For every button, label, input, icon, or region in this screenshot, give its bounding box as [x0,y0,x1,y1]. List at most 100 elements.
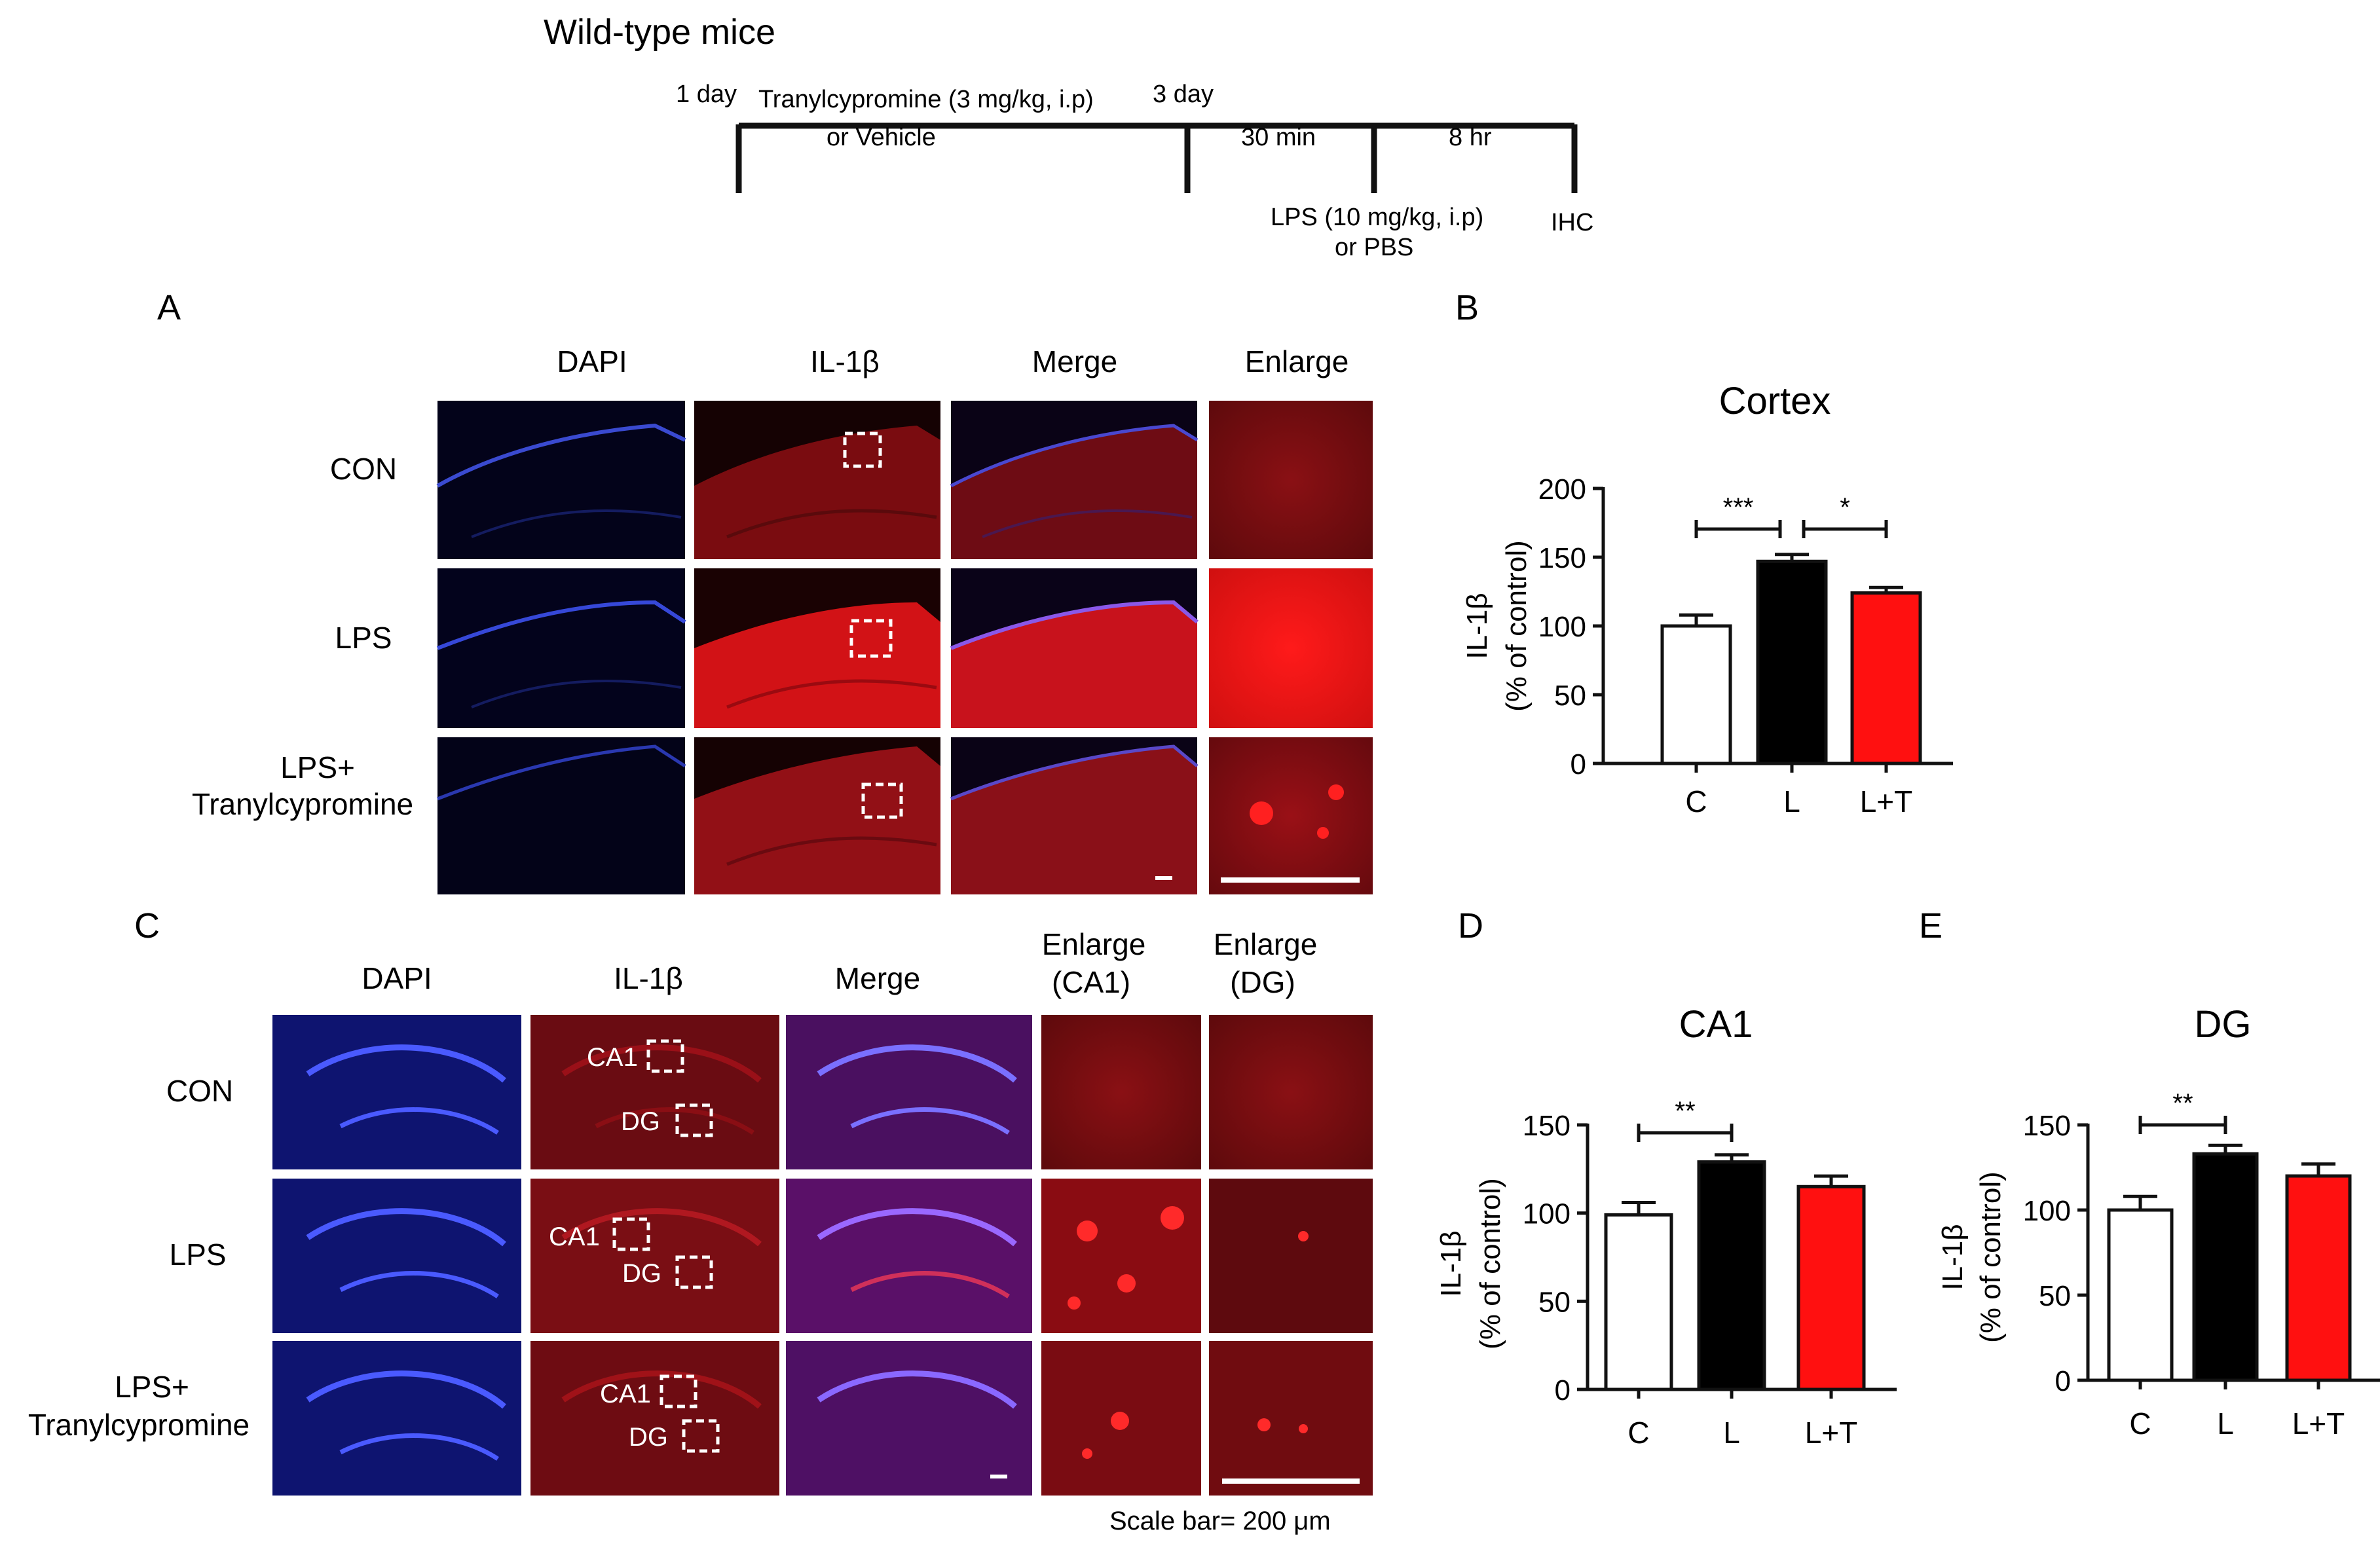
panel-letter: B [1455,288,1479,327]
panel-a-small-scale-bar [1155,876,1172,880]
x-tick-label: C [1627,1416,1649,1450]
x-tick-label: L [2217,1406,2234,1441]
timeline-lps-line2: or PBS [1335,234,1413,261]
panel-a-lpst-il1b [694,737,940,894]
panel-c-con-roi-ca1 [646,1039,684,1073]
panel-c-col-enlarge-dg: Enlarge [1214,927,1318,961]
bar-c [2107,1208,2174,1382]
panel-a-col-enlarge: Enlarge [1245,344,1349,378]
panel-c-lps-enlarge-ca1 [1041,1179,1201,1333]
x-tick-label: C [1685,784,1707,818]
panel-a-col-il1b: IL-1β [810,344,880,378]
panel-a-con-il1b [694,401,940,559]
bar-c [1604,1213,1673,1391]
chart-title: DG [2195,1003,2252,1046]
bar-l [1756,559,1828,765]
panel-letter: E [1919,906,1943,945]
panel-c-lps-dapi [272,1179,521,1333]
chart-cortex: B Cortex IL-1β (% of control) 0 50 100 150 200 C L… [1455,288,1953,818]
timeline-drug-line1: Tranylcypromine (3 mg/kg, i.p) [758,86,1094,113]
bar-l-t [1796,1184,1866,1391]
panel-a: A DAPI IL-1β Merge Enlarge CON LPS LPS+ … [157,288,1373,894]
y-tick-label: 100 [1523,1198,1571,1230]
panel-a-lps-enlarge [1209,568,1373,728]
timeline-day1: 1 day [676,81,737,108]
panel-c-lps-enlarge-dg [1209,1179,1373,1333]
bar-l [1697,1160,1766,1391]
panel-a-lpst-merge [950,737,1199,894]
y-tick-label: 50 [1554,680,1586,712]
panel-c-col-dapi: DAPI [362,961,432,995]
panel-letter: D [1458,906,1483,945]
y-tick-label: 50 [1538,1286,1571,1318]
x-tick-label: L [1783,784,1800,818]
timeline-title: Wild-type mice [544,12,775,52]
panel-c-lps-roi-ca1-label: CA1 [549,1222,600,1251]
panel-a-lps-roi-box [849,619,893,658]
panel-c-lpst-roi-ca1-label: CA1 [600,1380,651,1408]
panel-c-con-dapi [272,1015,521,1169]
bar-l-t [2285,1174,2352,1382]
y-tick-label: 100 [1538,611,1586,643]
bar-c [1660,624,1732,765]
panel-c-con-merge [786,1015,1032,1169]
panel-a-lps-merge [950,568,1199,728]
x-tick-label: L+T [1805,1416,1858,1450]
timeline-drug-line2: or Vehicle [827,124,936,151]
panel-a-scale-bar [1221,877,1360,883]
sig-label: * [1840,493,1850,522]
chart-title: Cortex [1719,380,1831,422]
y-tick-label: 150 [2023,1110,2071,1142]
y-axis-label: IL-1β [1461,593,1493,659]
y-axis-label-sub: (% of control) [1474,1178,1506,1349]
chart-title: CA1 [1679,1003,1753,1046]
chart-ca1: D CA1 IL-1β (% of control) 0 50 100 150 C L L+T ** [1435,906,1897,1450]
panel-c-con-roi-ca1-label: CA1 [587,1043,638,1072]
y-tick-label: 100 [2023,1195,2071,1227]
panel-c-lps-roi-dg [675,1255,713,1289]
timeline: Wild-type mice 1 day Tranylcypromine (3 … [544,12,1593,261]
y-axis-label: IL-1β [1435,1230,1467,1296]
y-axis-label: IL-1β [1937,1224,1969,1290]
timeline-day3: 3 day [1153,81,1214,108]
panel-a-lpst-enlarge [1209,737,1373,894]
panel-c-col-il1b: IL-1β [614,961,683,995]
panel-a-lpst-roi-box [861,782,903,819]
panel-c-con-enlarge-dg [1209,1015,1373,1169]
panel-a-con-enlarge [1209,401,1373,559]
panel-a-con-dapi [436,401,686,559]
sig-label: ** [1675,1097,1695,1126]
y-tick-label: 0 [1571,748,1586,780]
panel-c-lpst-enlarge-ca1 [1041,1341,1201,1496]
y-tick-label: 200 [1538,473,1586,505]
y-tick-label: 0 [1555,1374,1571,1406]
y-axis-label-sub: (% of control) [1975,1171,2007,1343]
panel-a-col-merge: Merge [1032,344,1117,378]
y-tick-label: 150 [1523,1110,1571,1142]
panel-c-scale-bar [1222,1478,1360,1484]
bar-l-t [1850,591,1922,765]
y-axis-label-sub: (% of control) [1500,540,1533,712]
panel-c-row-lpst-line1: LPS+ [115,1370,189,1404]
panel-c-col-enlarge-ca1: Enlarge [1042,927,1146,961]
panel-c-lps-merge [786,1179,1032,1333]
y-tick-label: 150 [1538,542,1586,574]
timeline-ihc: IHC [1551,209,1593,236]
x-tick-label: L+T [2292,1406,2345,1441]
panel-a-row-lpst-line1: LPS+ [280,750,355,784]
panel-a-row-lpst-line2: Tranylcypromine [192,787,413,821]
panel-c-lpst-roi-dg [682,1419,720,1453]
panel-a-col-dapi: DAPI [557,344,627,378]
sig-label: *** [1723,493,1754,522]
panel-c-lps-roi-ca1 [612,1217,650,1251]
panel-c-lpst-roi-ca1 [660,1374,697,1408]
panel-c: C DAPI IL-1β Merge Enlarge (CA1) Enlarge… [28,906,1373,1535]
panel-c-con-enlarge-ca1 [1041,1015,1201,1169]
y-tick-label: 50 [2039,1280,2071,1312]
panel-c-col-merge: Merge [835,961,920,995]
panel-c-small-scale-bar [990,1475,1007,1478]
panel-a-lpst-dapi [437,737,686,894]
panel-c-con-il1b: CA1 DG [530,1015,779,1169]
panel-a-con-merge [950,401,1199,559]
